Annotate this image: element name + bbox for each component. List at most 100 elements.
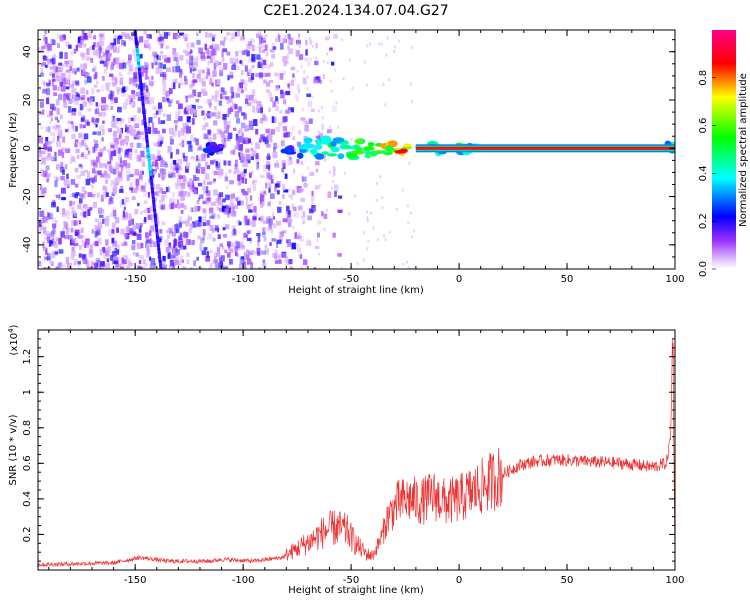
spectrogram-cell bbox=[203, 230, 206, 238]
spectrogram-cell bbox=[145, 239, 150, 243]
spectrogram-cell bbox=[179, 55, 184, 61]
spectrogram-cell bbox=[323, 213, 328, 220]
spectrogram-cell bbox=[94, 225, 100, 231]
spectrogram-cell bbox=[129, 182, 133, 189]
spectrogram-cell bbox=[46, 268, 50, 269]
spectrogram-cell bbox=[202, 125, 206, 131]
spectrogram-cell bbox=[155, 54, 159, 60]
spectrogram-cell bbox=[257, 43, 262, 49]
spectrogram-cell bbox=[167, 145, 172, 153]
spectrogram-cell bbox=[209, 250, 213, 254]
spectrogram-cell bbox=[211, 95, 215, 100]
spectrogram-streak-cell bbox=[155, 231, 159, 234]
spectrogram-cell bbox=[189, 67, 192, 74]
spectrogram-cell bbox=[251, 98, 257, 104]
spectrogram-cell bbox=[209, 159, 215, 164]
spectrogram-cell bbox=[238, 243, 242, 251]
spectrogram-cell bbox=[140, 185, 146, 192]
spectrogram-cell bbox=[126, 212, 131, 218]
spectrogram-cell bbox=[121, 58, 125, 65]
spectrogram-cell bbox=[205, 75, 209, 80]
spectrogram-cell bbox=[223, 130, 229, 134]
spectrogram-cell bbox=[260, 250, 266, 255]
spectrogram-cell bbox=[290, 36, 295, 44]
spectrogram-cell bbox=[203, 247, 208, 251]
spectrogram-cell bbox=[220, 93, 223, 100]
spectrogram-cell bbox=[249, 195, 253, 201]
spectrogram-cell bbox=[318, 252, 321, 256]
spectrogram-cell bbox=[218, 61, 222, 66]
spectrogram-cell bbox=[245, 153, 251, 161]
spectrogram-tone-blob bbox=[310, 148, 318, 155]
spectrogram-cell bbox=[212, 201, 217, 205]
spectrogram-cell bbox=[213, 170, 219, 176]
spectrogram-cell bbox=[172, 79, 177, 85]
spectrogram-cell bbox=[300, 215, 303, 219]
spectrogram-cell bbox=[210, 55, 216, 63]
spectrogram-cell bbox=[60, 187, 66, 194]
spectrogram-cell bbox=[40, 169, 44, 177]
spectrogram-cell bbox=[150, 83, 153, 88]
spectrogram-cell bbox=[196, 256, 199, 261]
spectrogram-cell bbox=[259, 57, 263, 64]
spectrogram-cell bbox=[86, 121, 90, 126]
spectrogram-cell bbox=[240, 79, 245, 85]
spectrogram-cell bbox=[296, 159, 300, 164]
snr-x-tick-label: 0 bbox=[456, 575, 462, 586]
spectrogram-streak-cell bbox=[155, 229, 159, 232]
spectrogram-cell bbox=[132, 115, 137, 122]
spectrogram-cell bbox=[276, 144, 279, 149]
spectrogram-cell bbox=[306, 93, 312, 98]
spectrogram-cell bbox=[171, 160, 175, 164]
spectrogram-cell bbox=[78, 198, 83, 204]
spectrogram-cell bbox=[227, 109, 231, 115]
spectrogram-cell bbox=[104, 220, 109, 227]
spectrogram-cell bbox=[99, 218, 104, 224]
spectrogram-cell bbox=[274, 249, 278, 255]
spectrogram-streak-cell bbox=[134, 42, 138, 45]
colorbar: 0.00.20.40.60.8 Normalized spectral ampl… bbox=[698, 30, 749, 277]
spectrogram-cell bbox=[300, 117, 306, 121]
spectrogram-cell bbox=[53, 243, 58, 248]
spectrogram-cell bbox=[126, 174, 130, 181]
spectrogram-cell bbox=[100, 173, 105, 178]
spectrogram-cell bbox=[43, 143, 48, 150]
spectrogram-cell bbox=[69, 50, 74, 56]
spectrogram-cell bbox=[117, 174, 122, 178]
spectrogram-cell bbox=[291, 242, 297, 250]
spectrogram-y-label: Frequency (Hz) bbox=[8, 112, 19, 188]
spectrogram-cell bbox=[233, 228, 236, 235]
spectrogram-streak-cell bbox=[153, 214, 157, 217]
spectrogram-cell bbox=[283, 61, 287, 67]
spectrogram-cell bbox=[97, 54, 102, 59]
spectrogram-cell bbox=[143, 30, 147, 35]
spectrogram-cell bbox=[48, 80, 52, 84]
spectrogram-cell bbox=[49, 145, 53, 150]
spectrogram-cell bbox=[382, 82, 385, 86]
spectrogram-cell bbox=[119, 157, 122, 163]
spectrogram-cell bbox=[259, 174, 265, 179]
spectrogram-cell bbox=[65, 227, 69, 235]
spectrogram-cell bbox=[60, 147, 66, 152]
spectrogram-cell bbox=[298, 45, 301, 49]
spectrogram-streak-cell bbox=[146, 147, 150, 150]
spectrogram-cell bbox=[115, 167, 118, 173]
spectrogram-cell bbox=[84, 79, 87, 85]
spectrogram-cell bbox=[155, 67, 159, 74]
spectrogram-cell bbox=[237, 65, 240, 71]
spectrogram-cell bbox=[104, 179, 109, 184]
spectrogram-cell bbox=[322, 116, 325, 120]
spectrogram-cell bbox=[175, 183, 180, 190]
spectrogram-cell bbox=[263, 190, 266, 194]
spectrogram-cell bbox=[162, 89, 167, 96]
spectrogram-cell bbox=[292, 136, 296, 141]
spectrogram-cell bbox=[309, 39, 313, 45]
spectrogram-cell bbox=[127, 117, 132, 123]
spectrogram-cell bbox=[139, 143, 145, 149]
spectrogram-cell bbox=[247, 230, 250, 234]
spectrogram-cell bbox=[297, 130, 302, 135]
spectrogram-cell bbox=[216, 266, 219, 269]
spectrogram-cell bbox=[101, 137, 104, 142]
spectrogram-cell bbox=[174, 182, 180, 186]
spectrogram-cell bbox=[134, 56, 138, 62]
